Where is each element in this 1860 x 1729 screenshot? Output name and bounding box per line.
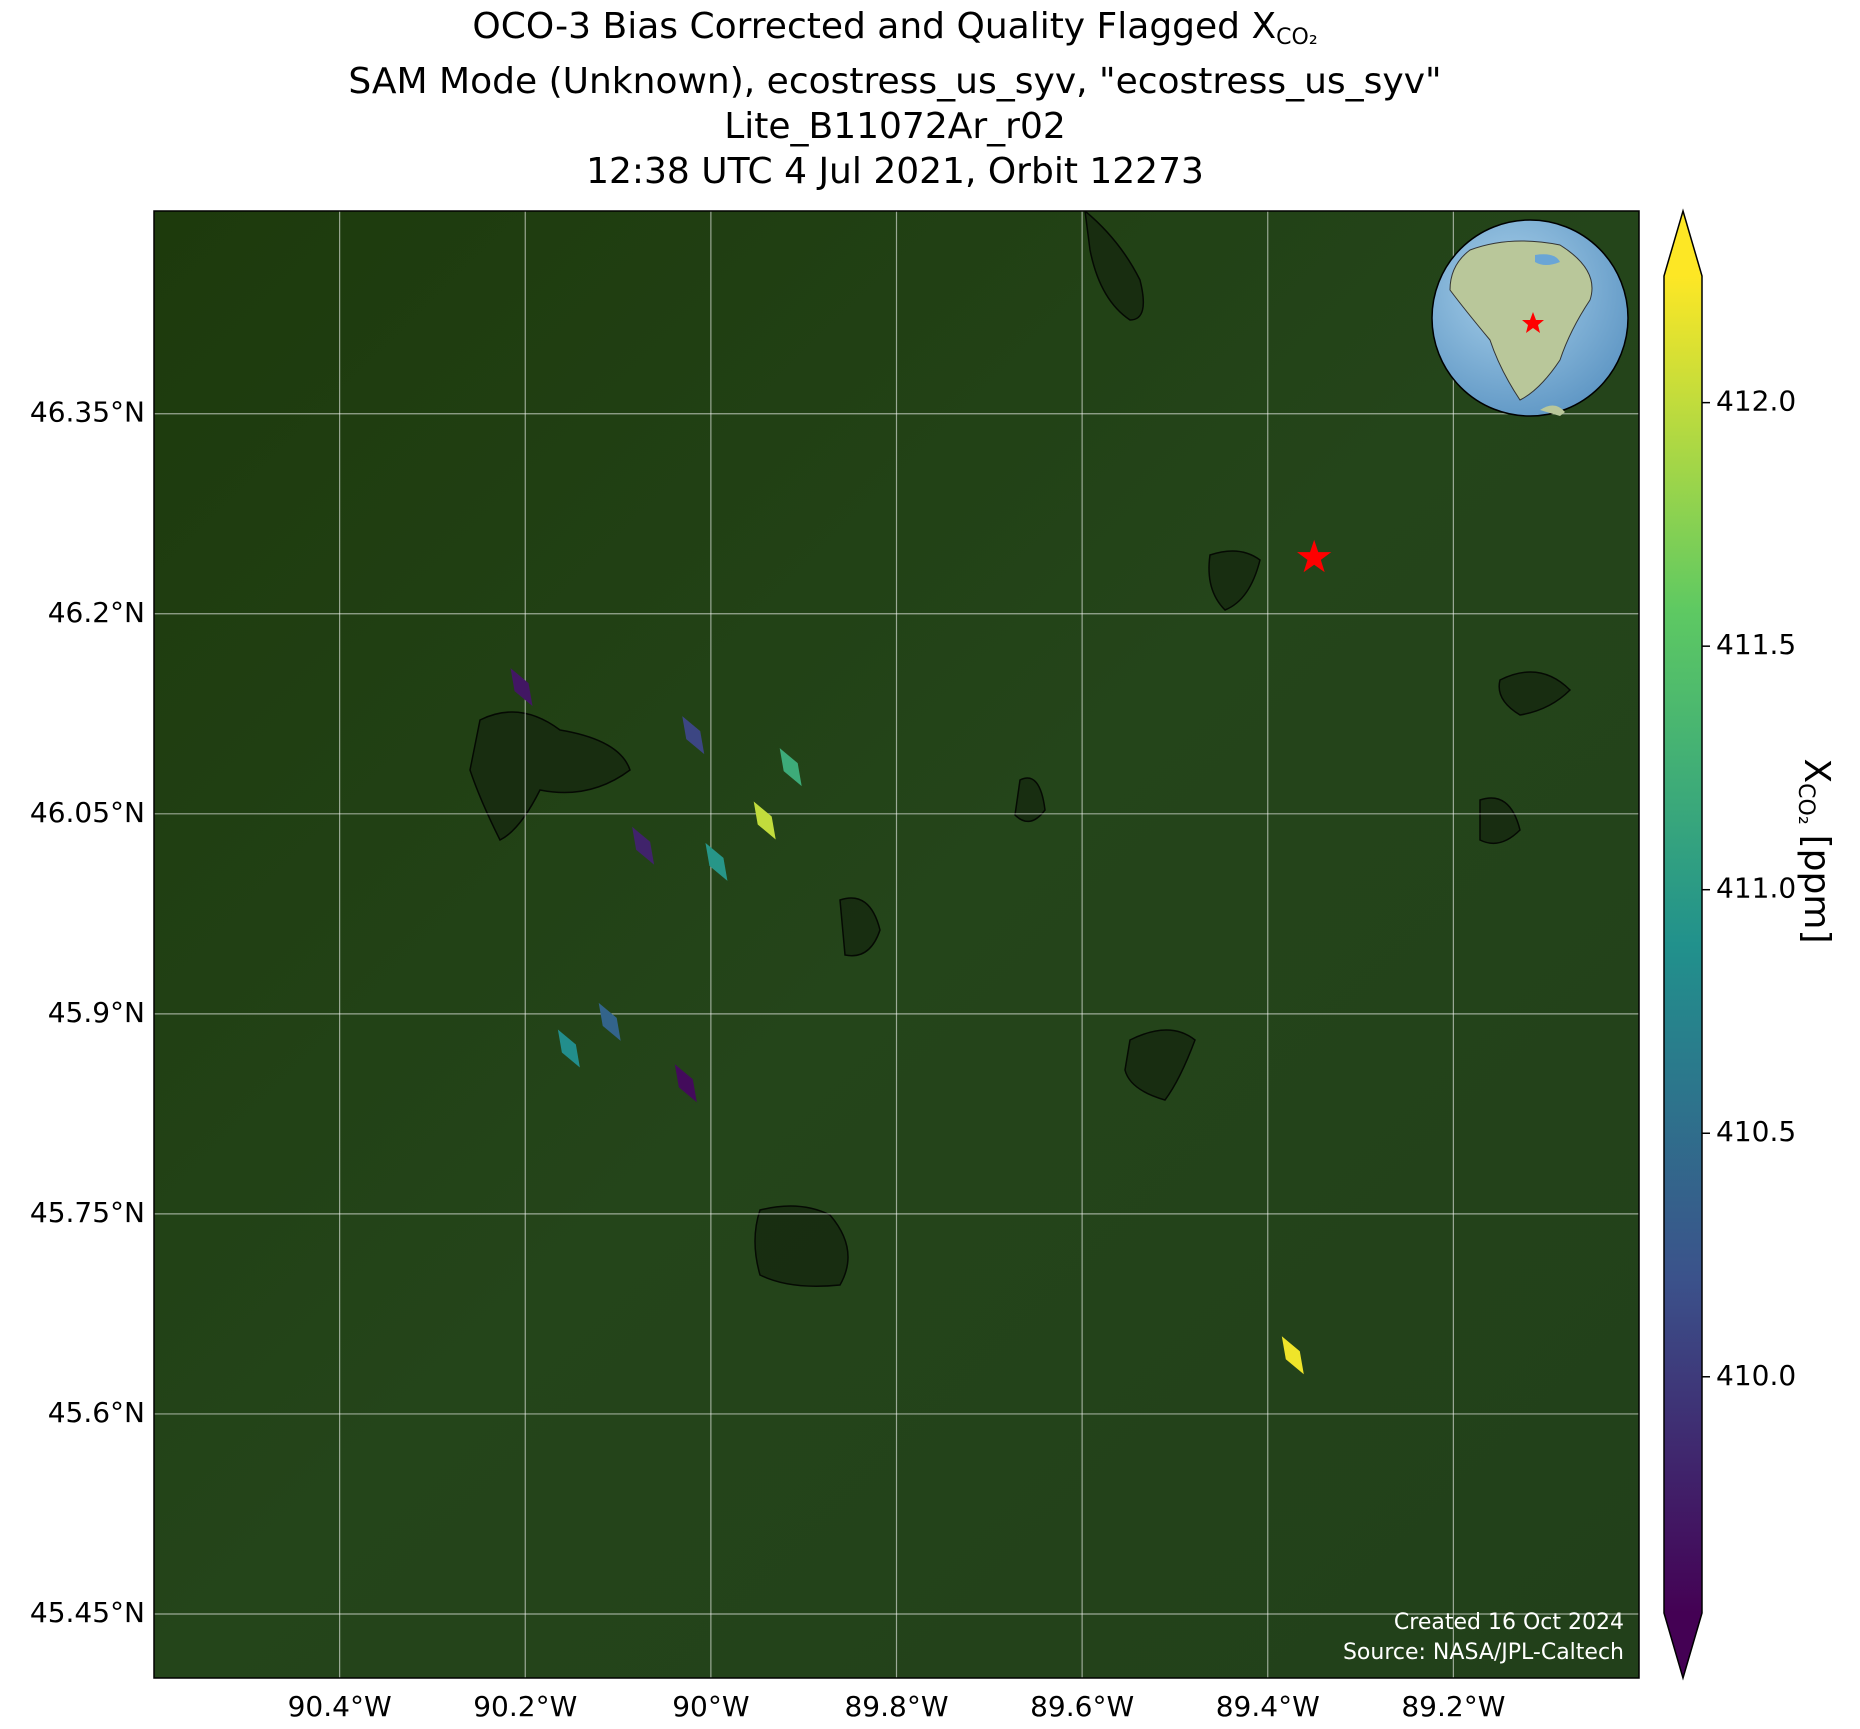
y-tick-label: 46.35°N xyxy=(30,396,145,429)
sounding xyxy=(674,1064,697,1103)
title-subscript: CO₂ xyxy=(1276,25,1318,50)
colorbar-subscript: CO₂ xyxy=(1793,783,1818,825)
sounding xyxy=(510,668,533,707)
footer-note: Source: NASA/JPL-Caltech xyxy=(1343,1640,1624,1665)
title-text: OCO-3 Bias Corrected and Quality Flagged… xyxy=(472,6,1276,47)
sounding xyxy=(557,1029,580,1068)
sounding xyxy=(1281,1336,1304,1375)
colorbar-tick-label: 411.0 xyxy=(1716,872,1796,905)
x-tick-label: 90.2°W xyxy=(473,1690,577,1723)
sounding xyxy=(682,716,705,755)
colorbar-tick-label: 411.5 xyxy=(1716,628,1796,661)
x-tick-label: 89.6°W xyxy=(1030,1690,1134,1723)
x-tick-label: 90.4°W xyxy=(288,1690,392,1723)
y-tick-label: 45.9°N xyxy=(48,996,145,1029)
subtitle: SAM Mode (Unknown), ecostress_us_syv, "e… xyxy=(348,61,1441,102)
x-tick-label: 90°W xyxy=(672,1690,749,1723)
colorbar-symbol: X xyxy=(1796,758,1837,783)
sounding xyxy=(779,748,802,787)
colorbar-extend-bottom xyxy=(1664,1613,1702,1678)
subtitle: 12:38 UTC 4 Jul 2021, Orbit 12273 xyxy=(586,151,1204,192)
y-tick-label: 45.45°N xyxy=(30,1596,145,1629)
y-tick-label: 45.6°N xyxy=(48,1396,145,1429)
colorbar-body xyxy=(1664,276,1702,1613)
map-area xyxy=(154,211,1639,1678)
colorbar-label: XCO₂ [ppm] xyxy=(1793,758,1837,943)
footer-note: Created 16 Oct 2024 xyxy=(1394,1610,1624,1635)
sounding xyxy=(705,842,728,881)
inset-globe xyxy=(1431,219,1629,417)
colorbar-tick-label: 412.0 xyxy=(1716,385,1796,418)
x-tick-label: 89.8°W xyxy=(844,1690,948,1723)
y-tick-label: 46.2°N xyxy=(48,596,145,629)
colorbar-unit: [ppm] xyxy=(1796,835,1837,944)
plot-frame xyxy=(153,210,1640,1679)
colorbar-tick-label: 410.5 xyxy=(1716,1115,1796,1148)
subtitle: Lite_B11072Ar_r02 xyxy=(724,106,1066,147)
sounding xyxy=(598,1002,621,1041)
colorbar: 410.0 410.5 411.0 411.5 412.0 xyxy=(1663,208,1796,1681)
y-tick-label: 46.05°N xyxy=(30,796,145,829)
site-marker xyxy=(1297,539,1332,573)
y-tick-label: 45.75°N xyxy=(30,1196,145,1229)
sounding xyxy=(753,801,776,840)
colorbar-outline xyxy=(1663,208,1703,1681)
x-tick-label: 89.2°W xyxy=(1401,1690,1505,1723)
colorbar-tick-label: 410.0 xyxy=(1716,1359,1796,1392)
sounding xyxy=(632,826,655,865)
colorbar-extend-top xyxy=(1664,211,1702,276)
x-tick-label: 89.4°W xyxy=(1216,1690,1320,1723)
lakes xyxy=(469,211,1572,1287)
chart-title: OCO-3 Bias Corrected and Quality Flagged… xyxy=(472,6,1317,50)
